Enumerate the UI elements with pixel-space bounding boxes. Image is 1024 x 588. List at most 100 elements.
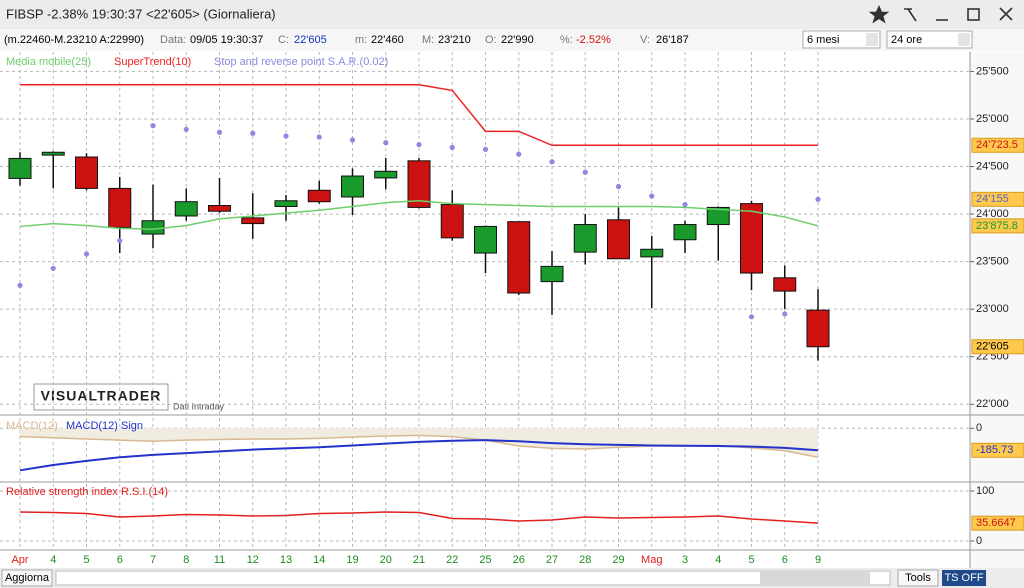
sar-dot: [782, 311, 788, 317]
period-arrow[interactable]: [866, 33, 878, 46]
sar-dot: [615, 183, 622, 190]
x-tick-label: 8: [183, 554, 189, 566]
sar-dot: [183, 126, 189, 133]
x-tick-label: 12: [247, 554, 259, 566]
period-value: 6 mesi: [807, 34, 839, 46]
y-tick-label: 25'500: [976, 65, 1009, 77]
sar-dot: [216, 129, 223, 135]
x-tick-label: 4: [50, 554, 56, 566]
last-value-label: 23'875.8: [976, 220, 1018, 232]
candle-body: [8, 157, 32, 179]
favorite-icon[interactable]: [868, 5, 890, 24]
candle-body: [374, 170, 398, 179]
sar-dot: [283, 133, 289, 139]
y-tick-label: 22'000: [976, 398, 1009, 410]
x-tick-label: 22: [446, 554, 458, 566]
field-label: M:: [422, 34, 434, 46]
refresh-button[interactable]: [1, 569, 53, 587]
y-tick-label: 0: [976, 422, 982, 434]
maximize-icon[interactable]: [967, 8, 980, 21]
y-tick-label: 24'500: [976, 160, 1009, 172]
candle-body: [740, 203, 763, 274]
x-tick-label: 9: [815, 554, 821, 566]
x-tick-label: 14: [313, 554, 325, 566]
candle-body: [208, 205, 231, 212]
x-tick-label: 28: [579, 554, 591, 566]
candle-body: [341, 175, 364, 198]
candle-body: [108, 187, 132, 228]
field-value: 26'187: [656, 34, 689, 46]
legend-entry: Relative strength index R.S.I.(14): [6, 486, 168, 498]
x-tick-label: 6: [117, 554, 123, 566]
close-icon[interactable]: [999, 7, 1013, 21]
candle-body: [474, 225, 497, 254]
date-value: 09/05 19:30:37: [190, 34, 263, 46]
last-value-label: 24'723.5: [976, 139, 1018, 151]
sar-dot: [815, 196, 821, 202]
window-controls[interactable]: [868, 5, 1013, 24]
field-label: V:: [640, 34, 650, 46]
candle-body: [174, 201, 198, 217]
tools-button[interactable]: [897, 569, 939, 587]
x-tick-label: 13: [280, 554, 292, 566]
last-value-box: [971, 339, 1024, 355]
candle-body: [141, 220, 165, 235]
x-tick-label: 29: [612, 554, 624, 566]
y-tick-label: 23'500: [976, 256, 1009, 268]
sar-dot: [117, 238, 123, 244]
y-tick-label: 24'000: [976, 208, 1009, 220]
info-fields: C: 22'605 m: 22'460 M: 23'210 O: 22'990%: -2.52%…: [278, 34, 689, 46]
interval-arrow[interactable]: [958, 33, 970, 46]
x-tick-label: 5: [83, 554, 89, 566]
sar-dot: [50, 265, 56, 271]
tools-icon[interactable]: [904, 8, 917, 22]
series-line: [19, 200, 819, 231]
last-value-box: [971, 218, 1024, 234]
ts-button[interactable]: [942, 570, 986, 586]
date-label: Data:: [160, 34, 186, 46]
x-tick-label: Apr: [11, 554, 28, 566]
scroll-thumb[interactable]: [760, 572, 870, 584]
field-value: 22'605: [294, 34, 327, 46]
candle-body: [241, 217, 265, 225]
sar-dot: [83, 251, 90, 257]
sar-dot: [449, 144, 455, 151]
last-value-box: [971, 442, 1024, 458]
x-tick-label: 27: [546, 554, 558, 566]
candle-body: [307, 189, 331, 203]
y-tick-label: 25'000: [976, 113, 1009, 125]
candle-body: [706, 206, 730, 226]
interval-select[interactable]: [886, 30, 973, 49]
candle-body: [540, 265, 564, 283]
sar-dot: [516, 151, 522, 157]
candle-body: [640, 248, 664, 258]
sar-dot: [649, 193, 655, 199]
field-label: O:: [485, 34, 497, 46]
candle-body: [274, 200, 298, 207]
sar-dot: [682, 201, 688, 208]
series-line: [20, 83, 818, 147]
last-value-box: [971, 191, 1024, 207]
candle-body: [507, 221, 531, 294]
sar-dot: [383, 140, 389, 146]
scrollbar[interactable]: [55, 570, 891, 586]
x-tick-label: 11: [214, 554, 225, 566]
x-tick-label: 19: [346, 554, 358, 566]
x-tick-label: 5: [748, 554, 754, 566]
last-value-label: -185.73: [976, 444, 1013, 456]
sar-dot: [582, 169, 588, 175]
last-value-label: 22'605: [976, 341, 1009, 353]
y-tick-label: 23'000: [976, 303, 1009, 315]
y-tick-label: 100: [976, 485, 994, 497]
sar-dot: [316, 134, 322, 140]
x-tick-label: Mag: [641, 554, 662, 566]
series-line: [19, 511, 819, 524]
range-text: (m.22460-M.23210 A:22990): [4, 34, 144, 46]
last-value-box: [971, 137, 1024, 153]
period-select[interactable]: [802, 30, 881, 49]
sar-dot: [549, 159, 555, 165]
watermark-note: Dati Intraday: [173, 401, 225, 411]
field-label: %:: [560, 34, 573, 46]
field-value: 22'460: [371, 34, 404, 46]
x-tick-label: 26: [513, 554, 525, 566]
